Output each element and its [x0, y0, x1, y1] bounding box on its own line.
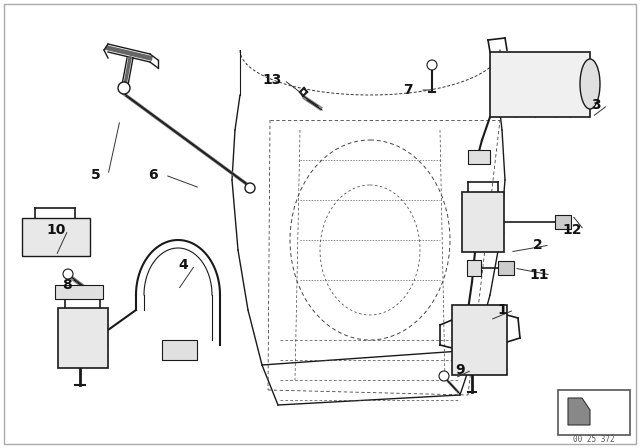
Text: 7: 7 [403, 83, 413, 97]
Circle shape [460, 307, 476, 323]
Bar [467, 260, 481, 276]
Ellipse shape [580, 59, 600, 109]
Text: 8: 8 [62, 278, 72, 292]
Bar [462, 192, 504, 252]
Bar [452, 305, 507, 375]
Circle shape [63, 269, 73, 279]
Bar [55, 285, 103, 299]
Circle shape [118, 82, 130, 94]
Bar [468, 150, 490, 164]
Circle shape [439, 371, 449, 381]
Bar [162, 340, 197, 360]
Text: 13: 13 [262, 73, 282, 87]
Text: 10: 10 [46, 223, 66, 237]
Text: 11: 11 [529, 268, 548, 282]
Text: 00 25 372: 00 25 372 [573, 435, 615, 444]
Bar [22, 218, 90, 256]
Polygon shape [568, 398, 590, 425]
Circle shape [245, 183, 255, 193]
Text: 9: 9 [455, 363, 465, 377]
Bar [558, 390, 630, 435]
Text: 1: 1 [497, 303, 507, 317]
Text: 12: 12 [563, 223, 582, 237]
Text: 3: 3 [591, 98, 601, 112]
Bar [555, 215, 571, 229]
Bar [498, 261, 514, 275]
Bar [58, 308, 108, 368]
Text: 4: 4 [178, 258, 188, 272]
Text: 2: 2 [533, 238, 543, 252]
Text: 6: 6 [148, 168, 158, 182]
Bar [490, 215, 502, 229]
Bar [490, 52, 590, 117]
Text: 5: 5 [91, 168, 101, 182]
Circle shape [427, 60, 437, 70]
